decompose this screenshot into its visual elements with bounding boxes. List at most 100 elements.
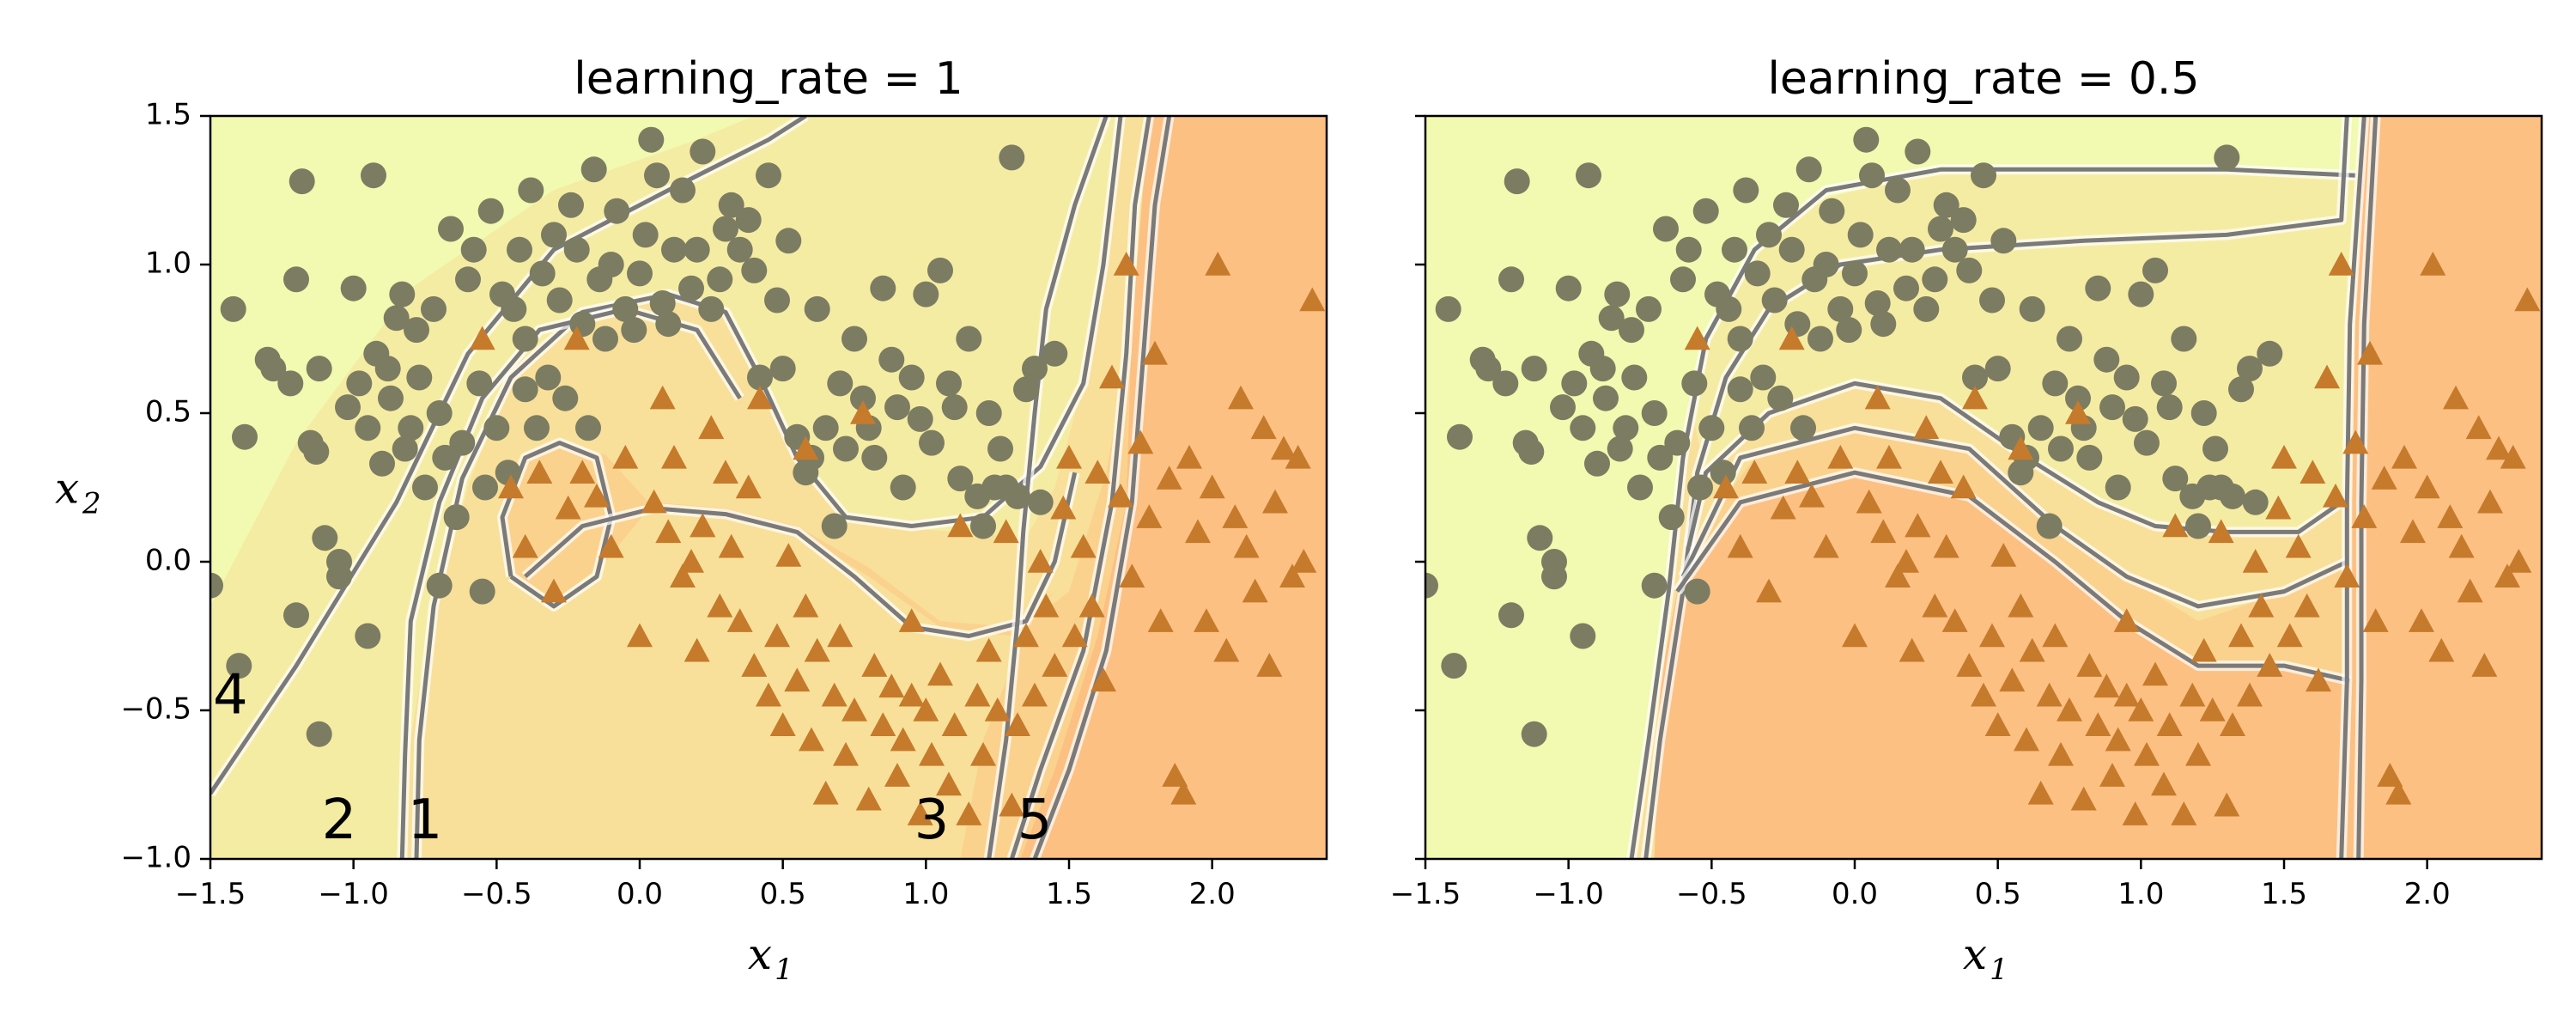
class-0-point <box>870 275 896 301</box>
class-1-point <box>1291 549 1317 573</box>
class-1-point <box>1856 489 1882 514</box>
class-1-point <box>927 661 953 686</box>
x-tick-label: 1.5 <box>1046 877 1092 911</box>
class-0-point <box>1692 198 1719 224</box>
class-0-point <box>2202 435 2228 462</box>
x-tick-label: −1.0 <box>318 877 389 911</box>
class-0-point <box>2257 340 2283 367</box>
class-0-point <box>1636 295 1662 322</box>
class-1-point <box>850 400 876 424</box>
class-0-point <box>426 572 453 599</box>
class-1-point <box>2420 252 2446 276</box>
class-1-point <box>2400 519 2426 544</box>
class-1-point <box>2019 637 2045 662</box>
class-0-point <box>1864 290 1891 316</box>
class-1-point <box>2357 340 2383 365</box>
class-0-point <box>1570 623 1596 649</box>
class-0-point <box>747 364 773 391</box>
class-0-point <box>661 236 687 263</box>
x-tick-label: 0.5 <box>760 877 806 911</box>
x-tick-label: 0.5 <box>1975 877 2021 911</box>
class-1-point <box>584 483 610 508</box>
class-1-point <box>861 653 888 677</box>
class-1-point <box>2323 483 2348 508</box>
class-0-point <box>1819 198 1845 224</box>
class-1-point <box>1684 326 1710 350</box>
class-0-point <box>1744 260 1771 287</box>
class-1-point <box>2486 435 2512 460</box>
class-0-point <box>1498 602 1524 629</box>
class-0-point <box>1664 429 1691 456</box>
class-1-point <box>1893 549 1919 573</box>
class-0-point <box>1687 474 1713 501</box>
class-0-point <box>406 364 433 391</box>
class-0-point <box>936 370 962 397</box>
class-0-point <box>432 444 459 471</box>
class-1-point <box>821 682 848 707</box>
class-1-point <box>2014 727 2039 752</box>
class-1-point <box>678 549 704 573</box>
class-0-point <box>649 290 676 316</box>
class-1-point <box>1950 474 1977 499</box>
class-1-point <box>956 801 982 825</box>
class-0-point <box>2099 394 2125 421</box>
class-0-point <box>1498 266 1524 293</box>
class-1-point <box>2151 771 2177 796</box>
class-1-point <box>2514 287 2541 312</box>
class-0-point <box>1710 460 1736 486</box>
class-0-point <box>1022 356 1048 382</box>
class-0-point <box>346 370 373 397</box>
class-0-point <box>1604 281 1631 307</box>
class-1-point <box>526 460 553 484</box>
class-1-point <box>2065 400 2091 424</box>
class-0-point <box>970 513 996 539</box>
class-0-point <box>1756 222 1782 248</box>
class-1-point <box>841 697 867 721</box>
class-1-point <box>1056 444 1082 469</box>
class-0-point <box>466 370 493 397</box>
class-1-point <box>1933 533 1959 558</box>
contour-line <box>1675 470 2351 683</box>
decision-region <box>210 116 755 606</box>
class-1-point <box>2391 444 2417 469</box>
class-1-point <box>2128 697 2154 721</box>
class-1-point <box>2314 364 2340 389</box>
class-0-point <box>670 177 696 204</box>
class-0-point <box>426 400 453 426</box>
class-0-point <box>220 295 246 322</box>
class-0-point <box>2105 474 2131 501</box>
class-1-point <box>1176 444 1202 469</box>
class-1-point <box>469 326 495 350</box>
class-0-point <box>472 474 498 501</box>
class-0-point <box>2065 385 2091 411</box>
class-1-point <box>833 741 859 766</box>
class-0-point <box>941 394 968 421</box>
class-1-point <box>1799 483 1825 508</box>
class-0-point <box>1425 572 1438 599</box>
class-1-point <box>1727 533 1753 558</box>
class-1-point <box>984 697 1011 721</box>
class-0-point <box>495 460 521 486</box>
class-1-point <box>1078 593 1105 618</box>
class-0-point <box>283 602 309 629</box>
class-1-point <box>1256 653 1283 677</box>
decision-region <box>404 116 1155 859</box>
x-tick-label: −1.0 <box>1533 877 1604 911</box>
class-0-point <box>518 177 544 204</box>
class-0-point <box>1641 400 1668 426</box>
class-0-point <box>2076 444 2103 471</box>
y-axis-label: x <box>55 464 79 514</box>
class-0-point <box>1739 415 1765 441</box>
class-0-point <box>412 474 438 501</box>
class-0-point <box>1913 295 1940 322</box>
class-0-point <box>1613 415 1639 441</box>
contour-line <box>1032 116 1172 859</box>
class-1-point <box>1713 474 1739 499</box>
class-1-point <box>2385 780 2412 805</box>
class-0-point <box>2019 295 2045 322</box>
class-1-point <box>2220 712 2245 736</box>
class-0-point <box>552 385 579 411</box>
class-1-point <box>1250 415 1277 440</box>
class-1-point <box>812 780 839 805</box>
class-1-point <box>936 771 962 796</box>
